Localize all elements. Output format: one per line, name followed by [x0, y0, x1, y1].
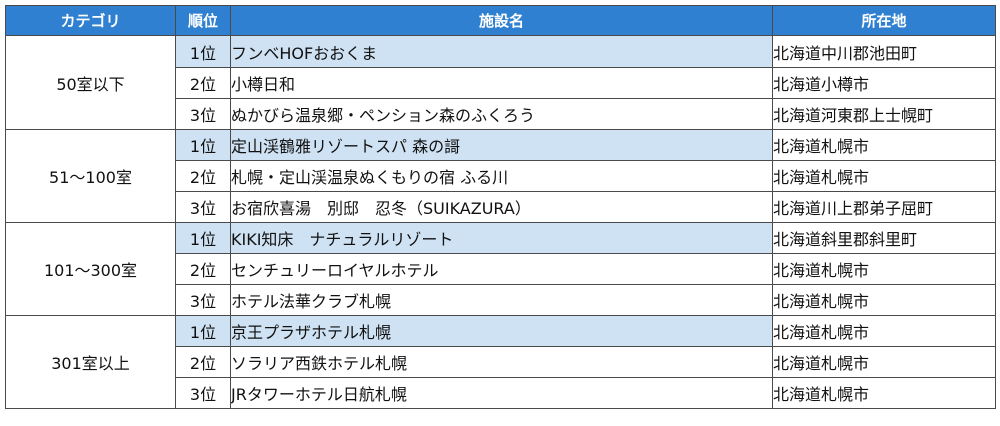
category-cell: 50室以下 — [5, 35, 176, 130]
rank-cell: 2位 — [175, 346, 231, 378]
facility-cell: 定山渓鶴雅リゾートスパ 森の謌 — [230, 129, 773, 161]
facility-cell: ぬかびら温泉郷・ペンション森のふくろう — [230, 98, 773, 130]
location-cell: 北海道河東郡上士幌町 — [772, 98, 996, 130]
table-row: 3位 JRタワーホテル日航札幌 北海道札幌市 — [6, 377, 996, 409]
rank-cell: 3位 — [175, 284, 231, 316]
rank-cell: 3位 — [175, 191, 231, 223]
table-row: 301室以上 1位 京王プラザホテル札幌 北海道札幌市 — [5, 315, 996, 409]
facility-cell: 京王プラザホテル札幌 — [230, 315, 773, 347]
rank-cell: 1位 — [175, 35, 231, 68]
location-cell: 北海道斜里郡斜里町 — [772, 222, 996, 254]
table-row: 51～100室 1位 定山渓鶴雅リゾートスパ 森の謌 北海道札幌市 — [5, 129, 996, 223]
facility-cell: 札幌・定山渓温泉ぬくもりの宿 ふる川 — [230, 160, 773, 192]
table-row: 101～300室 1位 KIKI知床 ナチュラルリゾート 北海道斜里郡斜里町 — [5, 222, 996, 316]
rank-cell: 1位 — [175, 129, 231, 161]
rank-cell: 3位 — [175, 98, 231, 130]
category-cell: 101～300室 — [5, 222, 176, 316]
facility-cell: JRタワーホテル日航札幌 — [230, 377, 773, 409]
category-cell: 301室以上 — [5, 315, 176, 409]
facility-cell: お宿欣喜湯 別邸 忍冬（SUIKAZURA） — [230, 191, 773, 223]
table-row: 2位 センチュリーロイヤルホテル 北海道札幌市 — [6, 253, 996, 285]
facility-cell: フンベHOFおおくま — [230, 35, 773, 68]
facility-cell: ホテル法華クラブ札幌 — [230, 284, 773, 316]
rank-cell: 1位 — [175, 222, 231, 254]
header-facility: 施設名 — [230, 5, 773, 36]
header-location: 所在地 — [772, 5, 996, 36]
table-row: 2位 ソラリア西鉄ホテル札幌 北海道札幌市 — [6, 346, 996, 378]
rank-cell: 2位 — [175, 67, 231, 99]
rank-cell: 3位 — [175, 377, 231, 409]
ranking-table: カテゴリ 順位 施設名 所在地 50室以下 1位 フンベHOFおおくま 北海道中… — [5, 5, 996, 409]
location-cell: 北海道札幌市 — [772, 160, 996, 192]
category-cell: 51～100室 — [5, 129, 176, 223]
location-cell: 北海道札幌市 — [772, 346, 996, 378]
location-cell: 北海道札幌市 — [772, 377, 996, 409]
facility-cell: ソラリア西鉄ホテル札幌 — [230, 346, 773, 378]
location-cell: 北海道川上郡弟子屈町 — [772, 191, 996, 223]
rank-cell: 2位 — [175, 253, 231, 285]
table-row: 3位 お宿欣喜湯 別邸 忍冬（SUIKAZURA） 北海道川上郡弟子屈町 — [6, 191, 996, 223]
location-cell: 北海道札幌市 — [772, 253, 996, 285]
header-rank: 順位 — [175, 5, 231, 36]
location-cell: 北海道札幌市 — [772, 284, 996, 316]
header-row: カテゴリ 順位 施設名 所在地 — [5, 5, 996, 36]
location-cell: 北海道札幌市 — [772, 129, 996, 161]
facility-cell: 小樽日和 — [230, 67, 773, 99]
table-row: 2位 小樽日和 北海道小樽市 — [6, 67, 996, 99]
table-row: 3位 ぬかびら温泉郷・ペンション森のふくろう 北海道河東郡上士幌町 — [6, 98, 996, 130]
facility-cell: センチュリーロイヤルホテル — [230, 253, 773, 285]
location-cell: 北海道小樽市 — [772, 67, 996, 99]
facility-cell: KIKI知床 ナチュラルリゾート — [230, 222, 773, 254]
rank-cell: 2位 — [175, 160, 231, 192]
location-cell: 北海道中川郡池田町 — [772, 35, 996, 68]
rank-cell: 1位 — [175, 315, 231, 347]
header-category: カテゴリ — [5, 5, 176, 36]
location-cell: 北海道札幌市 — [772, 315, 996, 347]
table-row: 50室以下 1位 フンベHOFおおくま 北海道中川郡池田町 — [5, 35, 996, 130]
table-row: 2位 札幌・定山渓温泉ぬくもりの宿 ふる川 北海道札幌市 — [6, 160, 996, 192]
